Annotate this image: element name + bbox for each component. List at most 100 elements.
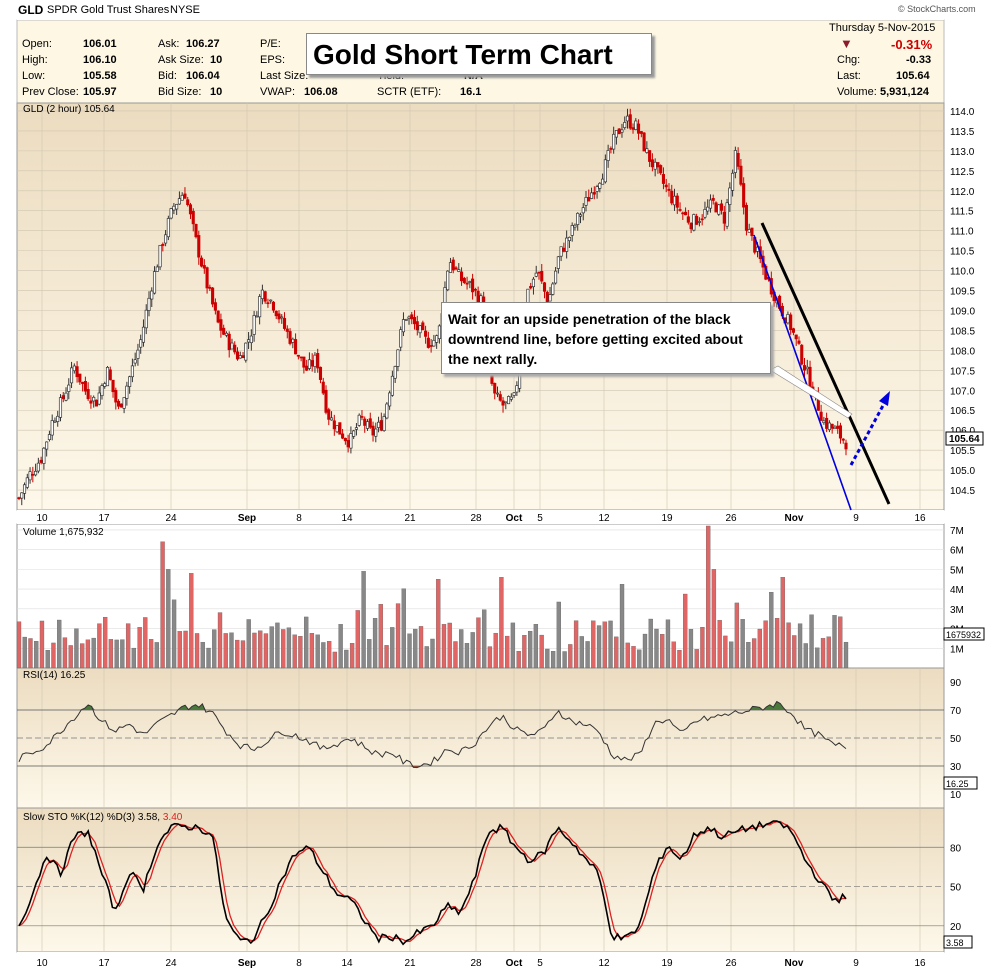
- price-xtick-2: 24: [165, 513, 177, 524]
- price-ytick-11: 110.0: [950, 267, 975, 278]
- candle-body-112: [327, 409, 331, 420]
- bid-value: 106.04: [186, 70, 220, 82]
- candle-body-186: [531, 278, 536, 288]
- exchange-label: NYSE: [170, 4, 200, 16]
- candle-body-204: [581, 207, 585, 214]
- volume-bar-64: [384, 645, 389, 669]
- candle-body-285: [805, 366, 809, 370]
- candle-body-41: [130, 365, 134, 378]
- candle-body-178: [509, 396, 513, 400]
- volume-bar-109: [642, 633, 648, 669]
- candle-body-180: [515, 385, 519, 393]
- volume-bar-142: [832, 615, 837, 669]
- candle-body-83: [247, 339, 251, 343]
- candle-body-217: [617, 128, 621, 135]
- volume-bar-98: [579, 636, 584, 669]
- candle-body-98: [288, 331, 292, 344]
- candle-body-89: [263, 291, 267, 302]
- volume-bar-33: [206, 647, 211, 669]
- candle-body-100: [294, 339, 298, 355]
- volume-bar-95: [562, 651, 567, 669]
- volume-bar-123: [723, 635, 728, 669]
- candle-body-177: [507, 396, 511, 405]
- candle-body-294: [830, 423, 834, 429]
- price-xtick-15: 16: [914, 513, 926, 524]
- candle-body-189: [540, 270, 544, 282]
- candle-body-172: [493, 382, 497, 394]
- candle-body-164: [471, 278, 475, 293]
- volume-bar-6: [51, 642, 56, 669]
- candle-body-107: [313, 354, 317, 367]
- volume-bar-93: [550, 651, 556, 669]
- volume-bar-128: [751, 638, 757, 669]
- candle-body-99: [291, 338, 295, 343]
- volume-bar-8: [62, 637, 68, 669]
- candle-body-66: [199, 257, 204, 267]
- candle-body-162: [465, 282, 469, 285]
- vol-ytick-4: 5M: [950, 565, 964, 576]
- volume-bar-15: [102, 616, 108, 669]
- candle-body-81: [241, 355, 245, 359]
- volume-bar-25: [160, 541, 165, 669]
- volume-bar-69: [413, 628, 418, 669]
- candle-body-51: [158, 244, 162, 268]
- candle-body-60: [183, 193, 187, 199]
- candle-body-72: [216, 310, 220, 323]
- volume-bar-79: [470, 632, 475, 669]
- candle-body-3: [25, 477, 29, 488]
- candle-body-12: [50, 420, 54, 436]
- volume-bar-113: [665, 619, 671, 669]
- volume-bar-99: [585, 641, 590, 669]
- candle-body-232: [659, 165, 663, 174]
- candle-body-254: [719, 203, 724, 211]
- candle-body-251: [711, 198, 715, 201]
- last-price-value: 105.64: [949, 434, 980, 445]
- candle-body-18: [67, 384, 71, 392]
- volume-bar-112: [660, 634, 665, 669]
- volume-bar-91: [539, 634, 544, 669]
- volume-bar-116: [683, 593, 688, 669]
- candle-body-93: [274, 310, 278, 317]
- volume-bar-1: [22, 636, 27, 669]
- volume-bar-131: [769, 592, 774, 669]
- candle-body-260: [736, 153, 740, 167]
- candle-body-86: [255, 315, 259, 318]
- price-xtick-3: Sep: [238, 513, 256, 524]
- volume-bar-20: [131, 647, 137, 669]
- candle-body-146: [421, 322, 425, 331]
- candle-body-55: [169, 208, 173, 219]
- candle-body-74: [222, 327, 226, 335]
- candle-body-249: [706, 206, 710, 212]
- candle-body-192: [548, 294, 552, 302]
- candle-body-179: [512, 392, 516, 396]
- candle-body-199: [567, 236, 571, 241]
- candle-body-64: [194, 223, 198, 238]
- volume-bar-4: [39, 620, 45, 669]
- sto-xtick-11: 19: [661, 958, 673, 969]
- volume-bar-22: [143, 617, 148, 669]
- volume-bar-90: [533, 624, 539, 669]
- candle-body-215: [612, 133, 616, 150]
- volume-bar-59: [355, 610, 360, 669]
- candle-body-282: [797, 340, 801, 344]
- candle-body-29: [97, 392, 101, 405]
- volume-bar-139: [815, 647, 820, 669]
- candle-body-122: [354, 427, 358, 430]
- candle-body-85: [252, 315, 256, 335]
- candle-body-227: [645, 148, 649, 153]
- candle-body-212: [603, 159, 607, 183]
- candle-body-11: [47, 434, 51, 440]
- candle-body-69: [208, 286, 212, 289]
- bid-label: Bid:: [158, 70, 177, 82]
- volume-bar-83: [493, 632, 498, 669]
- price-ytick-2: 105.5: [950, 446, 975, 457]
- candle-body-280: [791, 328, 795, 333]
- volume-bar-40: [246, 619, 251, 669]
- candle-body-245: [695, 215, 699, 225]
- candle-body-197: [562, 247, 566, 252]
- sctr-value: 16.1: [460, 86, 482, 98]
- volume-bar-102: [602, 621, 607, 669]
- candle-body-33: [108, 369, 112, 381]
- candle-body-193: [551, 283, 555, 295]
- candle-body-75: [224, 332, 228, 336]
